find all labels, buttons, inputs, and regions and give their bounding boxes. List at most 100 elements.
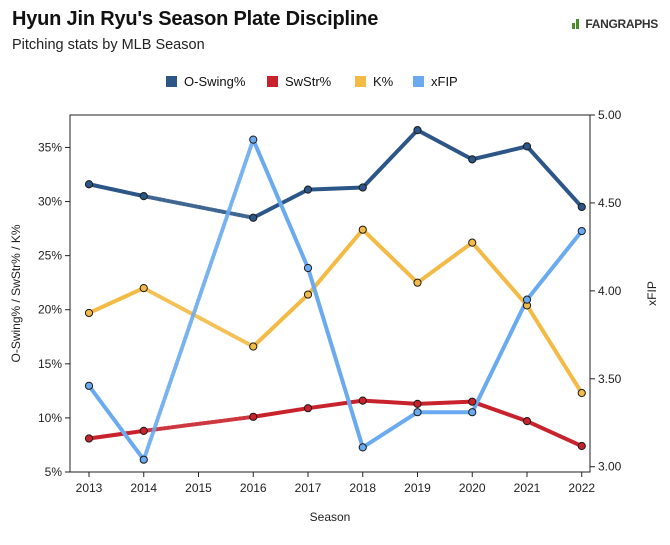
fangraphs-mark-icon [572,19,582,29]
legend-swatch [355,76,366,87]
data-point [413,399,422,408]
y-right-axis-label: xFIP [645,281,659,306]
data-point [84,381,94,390]
data-point [468,238,477,247]
y-right-tick-label: 5.00 [598,108,622,122]
data-point [303,404,313,413]
series-line-segment [415,240,475,285]
data-point [139,426,148,435]
legend-swatch [413,76,424,87]
y-right-tick-label: 4.00 [598,284,622,298]
data-point [522,417,532,426]
series-line-segment [87,383,146,462]
series-line-segment [525,303,584,396]
series-line-segment [415,128,475,162]
data-point [84,434,94,443]
legend-label: SwStr% [285,74,332,89]
fangraphs-wordmark: FANGRAPHS [585,17,658,31]
y-left-tick-label: 30% [38,195,62,209]
series-line-segment [87,428,146,441]
series-line-segment [525,229,584,302]
data-point [468,155,477,164]
y-right-tick-label: 3.50 [598,372,622,386]
series-line-segment [306,227,365,297]
data-point [413,408,422,417]
series-line-segment [525,419,584,449]
legend-swatch [267,76,278,87]
y-left-tick-label: 15% [38,357,62,371]
x-axis-label: Season [310,510,351,524]
series-line-segment [306,398,365,411]
data-point [249,412,258,421]
data-point [413,126,422,135]
y-left-tick-label: 10% [38,411,62,425]
data-point [249,135,258,144]
chart-subtitle: Pitching stats by MLB Season [12,37,205,53]
x-tick-label: 2018 [349,481,376,495]
series-gap-segment [141,414,256,433]
series-line-segment [251,292,310,349]
series-line-segment [251,406,310,419]
x-tick-label: 2019 [404,481,431,495]
y-left-tick-label: 5% [45,465,63,479]
y-right-tick-label: 4.50 [598,196,622,210]
legend-label: xFIP [431,74,458,89]
series-line-segment [415,399,475,406]
data-point [303,290,313,299]
data-point [468,408,477,417]
legend-label: O-Swing% [184,74,246,89]
data-point [139,192,148,201]
series-line-segment [360,410,420,450]
y-right-tick-label: 3.00 [598,460,622,474]
legend-label: K% [373,74,394,89]
series-line-segment [470,297,529,415]
legend-swatch [166,76,177,87]
series-line-segment [360,128,420,190]
series-line-segment [470,240,529,308]
data-point [303,263,313,273]
series-line-segment [360,227,420,285]
series-line-segment [470,399,529,424]
series-gap-segment [141,137,256,462]
data-point [577,226,586,236]
x-tick-label: 2015 [185,481,212,495]
series-line-segment [251,137,310,270]
data-point [139,283,148,293]
data-point [577,388,586,398]
series-line-segment [360,398,420,406]
x-tick-label: 2016 [240,481,267,495]
data-point [413,278,422,287]
plot-frame [69,114,591,473]
data-point [249,342,258,351]
y-left-tick-label: 20% [38,303,62,317]
y-left-axis-label: O-Swing% / SwStr% / K% [9,224,23,362]
data-point [84,308,94,318]
x-tick-label: 2014 [130,481,157,495]
series-line-segment [306,266,365,450]
data-point [249,213,258,222]
x-tick-label: 2013 [76,481,103,495]
y-left-tick-label: 25% [38,249,62,263]
series-gap-segment [141,286,256,349]
data-point [522,142,532,151]
series-line-segment [525,144,584,209]
data-point [522,295,532,304]
series-line-segment [87,182,146,199]
series-line-segment [306,185,365,192]
data-point [84,180,94,189]
data-point [468,397,477,406]
data-point [358,443,367,452]
series-gap-segment [141,194,256,220]
series-line-segment [87,286,146,315]
data-point [303,185,313,194]
x-tick-label: 2020 [459,481,486,495]
x-tick-label: 2017 [295,481,322,495]
data-point [358,183,367,192]
fangraphs-logo: FANGRAPHS [572,17,658,31]
x-tick-label: 2021 [514,481,541,495]
data-point [139,455,148,464]
data-point [577,202,586,212]
chart-title: Hyun Jin Ryu's Season Plate Discipline [12,8,379,30]
x-tick-label: 2022 [568,481,595,495]
